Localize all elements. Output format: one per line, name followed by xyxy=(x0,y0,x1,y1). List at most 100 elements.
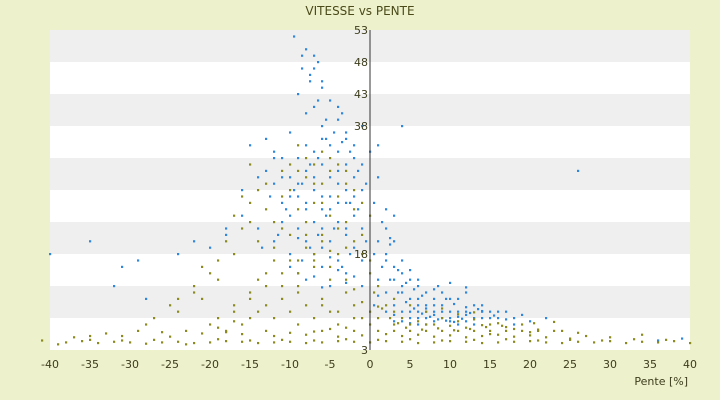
data-point-olive xyxy=(393,323,396,326)
data-point-olive xyxy=(361,233,364,236)
data-point-blue xyxy=(361,189,364,192)
x-tick-labels: -40 -35 -30 -25 -20 -15 -10 -5 0 5 10 15 20 25 30 35 40 xyxy=(41,358,697,371)
data-point-olive xyxy=(441,329,444,332)
data-point-olive xyxy=(297,272,300,275)
data-point-blue xyxy=(377,176,380,179)
data-point-olive xyxy=(329,310,332,313)
data-point-blue xyxy=(137,259,140,262)
data-point-olive xyxy=(281,227,284,230)
data-point-olive xyxy=(169,304,172,307)
data-point-blue xyxy=(313,54,316,57)
data-point-blue xyxy=(381,265,384,268)
data-point-blue xyxy=(337,259,340,262)
data-point-blue xyxy=(473,323,476,326)
data-point-olive xyxy=(289,189,292,192)
data-point-olive xyxy=(209,272,212,275)
data-point-olive xyxy=(273,221,276,224)
data-point-olive xyxy=(185,343,188,346)
data-point-olive xyxy=(441,339,444,342)
data-point-olive xyxy=(289,259,292,262)
data-point-olive xyxy=(313,265,316,268)
data-point-olive xyxy=(201,265,204,268)
data-point-olive xyxy=(353,189,356,192)
data-point-olive xyxy=(409,304,412,307)
x-tick-label: 25 xyxy=(563,358,577,371)
data-point-blue xyxy=(309,80,312,83)
data-point-olive xyxy=(389,317,392,320)
data-point-olive xyxy=(281,285,284,288)
data-point-olive xyxy=(137,329,140,332)
data-point-blue xyxy=(449,310,452,313)
data-point-olive xyxy=(449,340,452,343)
data-point-blue xyxy=(273,240,276,243)
data-point-olive xyxy=(321,240,324,243)
data-point-olive xyxy=(353,288,356,291)
data-point-blue xyxy=(425,304,428,307)
data-point-blue xyxy=(249,144,252,147)
data-point-blue xyxy=(337,269,340,272)
data-point-olive xyxy=(593,341,596,344)
data-point-olive xyxy=(265,208,268,211)
data-point-blue xyxy=(441,291,444,294)
data-point-olive xyxy=(485,325,488,329)
data-point-blue xyxy=(681,337,684,340)
data-point-olive xyxy=(469,327,472,331)
data-point-blue xyxy=(329,176,332,179)
data-point-olive xyxy=(177,297,180,300)
data-point-olive xyxy=(665,338,668,341)
data-point-blue xyxy=(313,221,316,224)
data-point-olive xyxy=(345,182,348,185)
data-point-blue xyxy=(385,227,388,230)
data-point-blue xyxy=(113,285,116,288)
data-point-blue xyxy=(293,35,296,38)
data-point-blue xyxy=(409,269,412,272)
data-point-blue xyxy=(449,320,452,323)
data-point-blue xyxy=(449,297,452,300)
data-point-blue xyxy=(325,118,328,121)
data-point-blue xyxy=(409,317,412,320)
data-point-blue xyxy=(273,157,276,160)
data-point-olive xyxy=(417,320,420,323)
data-point-blue xyxy=(345,131,348,134)
data-point-blue xyxy=(329,256,332,259)
data-point-olive xyxy=(377,329,380,332)
data-point-olive xyxy=(313,259,316,262)
data-points xyxy=(41,35,692,346)
data-point-olive xyxy=(337,323,340,326)
data-point-olive xyxy=(265,329,268,332)
data-point-olive xyxy=(529,334,532,337)
data-point-olive xyxy=(145,323,148,326)
data-point-olive xyxy=(297,169,300,172)
data-point-blue xyxy=(433,320,436,323)
data-point-olive xyxy=(241,333,244,336)
data-point-blue xyxy=(333,227,336,230)
data-point-blue xyxy=(437,285,440,288)
data-point-blue xyxy=(49,253,52,256)
data-point-blue xyxy=(385,259,388,262)
data-point-blue xyxy=(345,281,348,284)
data-point-olive xyxy=(337,335,340,338)
data-point-blue xyxy=(289,253,292,256)
data-point-olive xyxy=(209,341,212,344)
data-point-blue xyxy=(297,93,300,96)
data-point-blue xyxy=(289,265,292,268)
data-point-blue xyxy=(325,214,328,217)
data-point-olive xyxy=(265,272,268,275)
data-point-olive xyxy=(377,285,380,288)
data-point-blue xyxy=(417,310,420,313)
data-point-olive xyxy=(329,327,332,331)
data-point-blue xyxy=(321,246,324,249)
data-point-blue xyxy=(433,304,436,307)
data-point-blue xyxy=(349,253,352,256)
data-point-olive xyxy=(345,246,348,249)
data-point-olive xyxy=(489,329,492,332)
data-point-olive xyxy=(353,340,356,343)
data-point-blue xyxy=(177,253,180,256)
data-point-olive xyxy=(585,334,588,338)
data-point-blue xyxy=(397,291,400,294)
data-point-olive xyxy=(529,340,532,343)
data-point-blue xyxy=(469,311,472,315)
data-point-blue xyxy=(393,240,396,243)
x-tick-label: -40 xyxy=(41,358,59,371)
